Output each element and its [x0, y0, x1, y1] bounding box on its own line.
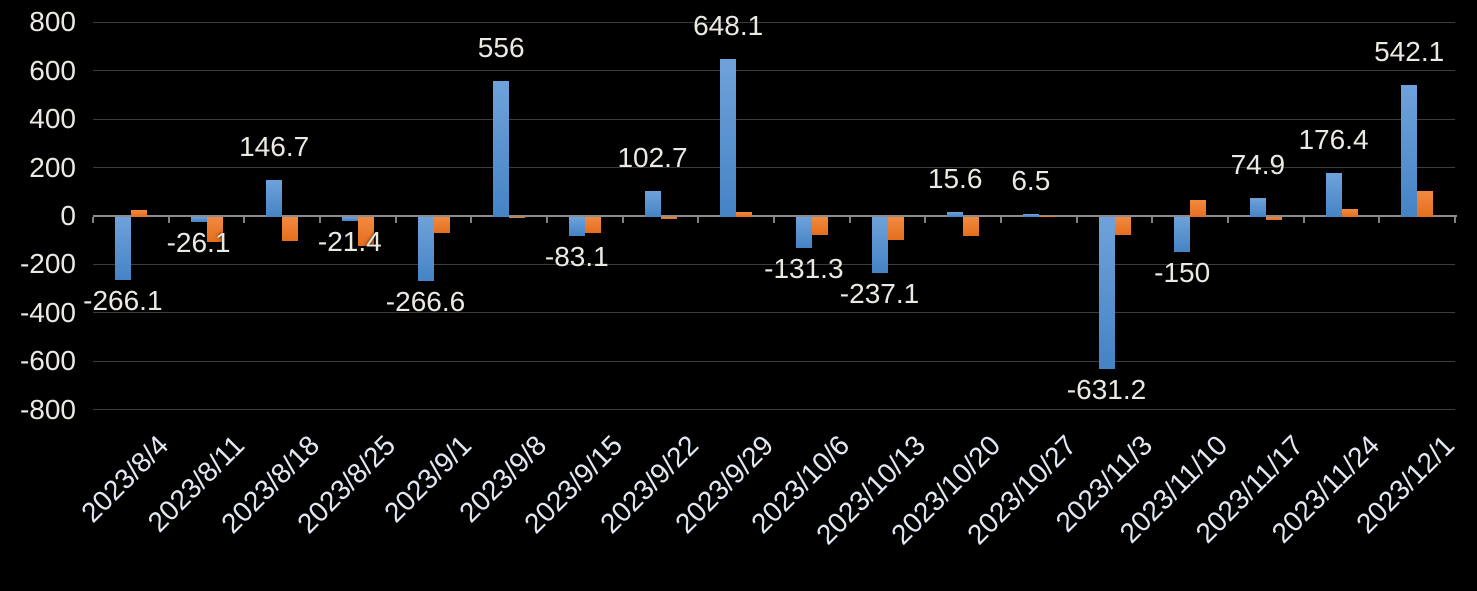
y-axis-label: -600: [19, 345, 76, 377]
x-axis-tick: [697, 217, 700, 223]
y-axis-label: -400: [19, 296, 76, 328]
y-axis-label: 0: [60, 200, 76, 231]
blue-series-bar: [947, 212, 964, 218]
x-axis-tick: [167, 217, 170, 223]
blue-series-bar: [795, 217, 812, 248]
blue-series-bar: [1022, 214, 1039, 218]
y-axis-label: -800: [19, 393, 76, 425]
x-axis-tick: [243, 217, 246, 223]
orange-series-bar: [660, 217, 677, 219]
blue-series-bar: [493, 81, 510, 218]
data-label: 542.1: [1374, 35, 1445, 67]
data-label: 146.7: [239, 131, 310, 163]
gridline: [93, 360, 1455, 362]
orange-series-bar: [736, 211, 753, 218]
orange-series-bar: [887, 217, 904, 241]
orange-series-bar: [1417, 190, 1434, 218]
x-axis-tick: [394, 217, 397, 223]
orange-series-bar: [1114, 217, 1131, 236]
orange-series-bar: [584, 217, 601, 233]
x-axis-tick: [1302, 217, 1305, 223]
data-label: -21.4: [317, 226, 382, 258]
y-axis-label: 400: [29, 103, 76, 135]
blue-series-bar: [871, 217, 888, 274]
x-axis-tick: [319, 217, 321, 223]
orange-series-bar: [433, 217, 450, 234]
orange-series-bar: [206, 217, 223, 242]
y-axis-label: 600: [29, 54, 76, 86]
gridline: [93, 21, 1455, 23]
data-label: 6.5: [1011, 165, 1051, 197]
y-axis-label: 800: [29, 6, 76, 38]
blue-series-bar: [1174, 217, 1191, 253]
blue-series-bar: [1401, 84, 1418, 218]
data-label: -631.2: [1066, 373, 1147, 405]
gridline: [93, 409, 1455, 411]
blue-series-bar: [266, 180, 283, 218]
blue-series-bar: [1325, 173, 1342, 218]
data-label: -237.1: [839, 278, 920, 310]
data-label: 74.9: [1230, 148, 1286, 180]
x-axis-tick: [1227, 217, 1229, 223]
x-axis-tick: [1454, 217, 1456, 223]
data-label: -131.3: [764, 252, 844, 284]
data-label: 556: [477, 32, 525, 64]
data-label: -150: [1154, 257, 1211, 289]
x-axis-tick: [92, 217, 94, 223]
data-label: -26.1: [166, 227, 231, 259]
data-label: -266.6: [385, 285, 466, 317]
data-label: 648.1: [693, 10, 764, 42]
x-axis-tick: [773, 217, 775, 223]
orange-series-bar: [130, 209, 147, 218]
blue-series-bar: [720, 59, 737, 218]
x-axis-tick: [546, 217, 548, 223]
data-label: -83.1: [544, 241, 609, 273]
gridline: [93, 263, 1455, 265]
gridline: [93, 312, 1455, 314]
orange-series-bar: [357, 217, 374, 247]
gridline: [93, 167, 1455, 169]
orange-series-bar: [1038, 215, 1055, 218]
x-axis-tick: [621, 217, 624, 223]
orange-series-bar: [1341, 209, 1358, 218]
data-label: 176.4: [1298, 124, 1369, 156]
orange-series-bar: [1265, 217, 1282, 220]
data-label: -266.1: [83, 285, 163, 317]
x-axis-tick: [470, 217, 473, 223]
x-axis-tick: [1075, 217, 1078, 223]
y-axis-label: 200: [29, 151, 76, 183]
orange-series-bar: [1190, 200, 1207, 218]
y-axis-label: -200: [19, 248, 76, 280]
orange-series-bar: [811, 217, 828, 236]
x-axis-tick: [1000, 217, 1002, 223]
blue-series-bar: [190, 217, 207, 223]
x-axis-tick: [848, 217, 851, 223]
x-axis-tick: [1378, 217, 1381, 223]
blue-series-bar: [644, 191, 661, 218]
blue-series-bar: [1098, 217, 1115, 369]
blue-series-bar: [568, 217, 585, 237]
data-label: 15.6: [927, 163, 983, 195]
blue-series-bar: [114, 217, 131, 281]
data-label: 102.7: [617, 142, 688, 174]
orange-series-bar: [963, 217, 980, 236]
x-axis-line: [93, 215, 1457, 217]
orange-series-bar: [282, 217, 299, 241]
blue-series-bar: [1249, 197, 1266, 218]
orange-series-bar: [509, 217, 526, 219]
gridline: [93, 70, 1455, 72]
blue-series-bar: [417, 217, 434, 281]
x-axis-tick: [1151, 217, 1154, 223]
gridline: [93, 118, 1455, 120]
x-axis-tick: [924, 217, 927, 223]
blue-series-bar: [341, 217, 358, 222]
